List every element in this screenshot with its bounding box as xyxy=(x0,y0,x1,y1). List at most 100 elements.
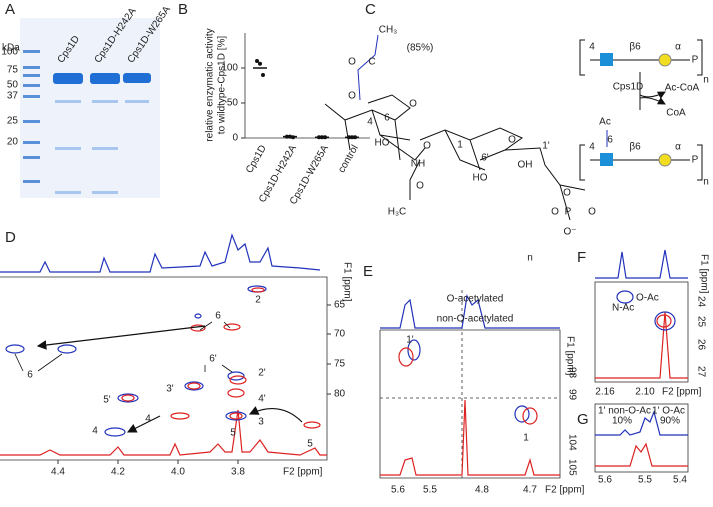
point xyxy=(350,135,354,140)
peak-label: 5 xyxy=(230,428,236,439)
point xyxy=(353,135,357,140)
x-tick-label: 4.8 xyxy=(475,485,489,496)
x-tick-label: 5.4 xyxy=(673,475,687,486)
legend-entry: non-O-acetylated xyxy=(437,314,514,325)
y-tick-label: 25 xyxy=(695,316,706,328)
structure-label: OH xyxy=(518,160,533,171)
structure-label: n xyxy=(527,253,533,264)
scheme-label: P xyxy=(692,155,699,166)
structure-label: (85%) xyxy=(407,43,434,54)
y-tick-label: 27 xyxy=(695,366,706,378)
peak-label: 1 xyxy=(523,433,529,444)
gel-unit: kDa xyxy=(2,43,20,54)
x-tick-label: 2.10 xyxy=(635,387,655,398)
peak-label: 4' xyxy=(258,394,266,405)
x-tick-label: 5.5 xyxy=(638,475,652,486)
annotation: 1' O-Ac xyxy=(652,406,685,417)
x-tick-label: 4.2 xyxy=(111,467,125,478)
x-tick-label: 2.16 xyxy=(595,387,615,398)
legend-entry: O-acetylated xyxy=(447,294,504,305)
y-tick-label: 75 xyxy=(334,359,346,370)
y-tick-label: 0 xyxy=(232,133,238,144)
y-tick-label: 98 xyxy=(566,367,577,379)
structure-label: 6' xyxy=(481,153,489,164)
y-tick-label: 99 xyxy=(566,389,577,401)
peak-label: 5' xyxy=(103,395,111,406)
structure-label: C xyxy=(368,57,375,68)
y-tick-label: 105 xyxy=(566,459,577,476)
x-tick-label: 3.8 xyxy=(231,467,245,478)
structure-label: O xyxy=(348,57,356,68)
x-tick-label: 5.6 xyxy=(598,475,612,486)
structure-label: O xyxy=(551,207,559,218)
point xyxy=(255,59,259,63)
gel-marker: 100 xyxy=(1,47,18,58)
scheme-label: β6 xyxy=(629,42,641,53)
scheme-label: Ac xyxy=(599,117,611,128)
structure-label: H₃C xyxy=(388,207,407,218)
scheme-label: P xyxy=(692,55,699,66)
annotation: 90% xyxy=(660,416,680,427)
panel-label: E xyxy=(363,263,373,280)
gel-marker: 50 xyxy=(7,80,19,91)
gel-marker: 20 xyxy=(7,137,19,148)
peak-label: 4 xyxy=(92,426,98,437)
x-axis-label: F2 [ppm] xyxy=(662,387,702,398)
peak-label: 6' xyxy=(209,354,217,365)
panel-label: F xyxy=(577,249,586,266)
point xyxy=(258,61,262,66)
peak-label: 4 xyxy=(145,414,151,425)
scheme-label: 6 xyxy=(607,135,613,146)
point xyxy=(320,135,324,140)
y-axis-label: to wildtype-Cps1D [%] xyxy=(217,36,228,135)
peak-label: 1' xyxy=(406,335,414,346)
panel-label: B xyxy=(178,1,188,18)
peak-label: 3 xyxy=(258,417,264,428)
x-tick-label: 5.5 xyxy=(423,485,437,496)
structure-label: O xyxy=(348,91,356,102)
gel-marker: 75 xyxy=(7,65,19,76)
y-axis-label: F1 [ppm] xyxy=(341,262,352,302)
peak-label: O-Ac xyxy=(636,293,659,304)
scheme-label: β6 xyxy=(629,142,641,153)
scheme-label: CoA xyxy=(666,108,686,119)
x-axis-label: F2 [ppm] xyxy=(283,467,323,478)
scheme-label: Cps1D xyxy=(613,82,644,93)
structure-label: 1' xyxy=(542,141,550,152)
annotation: 10% xyxy=(612,416,632,427)
y-tick-label: 104 xyxy=(566,434,577,451)
y-tick-label: 80 xyxy=(334,389,346,400)
y-axis xyxy=(244,33,370,139)
point xyxy=(285,134,289,139)
panel-label: G xyxy=(577,411,589,428)
structure-label: HO xyxy=(375,138,390,149)
x-tick-label: 4.7 xyxy=(523,485,537,496)
structure-label: 6 xyxy=(384,113,390,124)
peak-label: 3' xyxy=(166,384,174,395)
panel-label: A xyxy=(5,1,15,18)
point xyxy=(288,134,292,139)
y-tick-label: 26 xyxy=(695,339,706,351)
scheme-label: α xyxy=(675,142,681,153)
point xyxy=(323,135,327,140)
scheme-label: n xyxy=(703,177,709,188)
structure-label: HO xyxy=(473,173,488,184)
peak-label: 2 xyxy=(255,295,261,306)
scheme-label: α xyxy=(675,42,681,53)
structure-label: O xyxy=(563,188,571,199)
structure-label: P xyxy=(565,207,572,218)
structure-label: O xyxy=(423,141,431,152)
structure-label: O xyxy=(409,99,417,110)
peak-label: 2' xyxy=(258,368,266,379)
point xyxy=(291,135,295,140)
x-tick-label: 5.6 xyxy=(391,485,405,496)
panel-label: C xyxy=(365,1,376,18)
y-tick-label: 65 xyxy=(334,300,346,311)
structure-label: O xyxy=(588,207,596,218)
x-tick-label: Cps1D xyxy=(244,143,269,175)
structure-label: NH xyxy=(411,159,425,170)
panel-label: D xyxy=(5,229,16,246)
scheme-label: n xyxy=(703,75,709,86)
x-tick-label: 4.0 xyxy=(171,467,185,478)
